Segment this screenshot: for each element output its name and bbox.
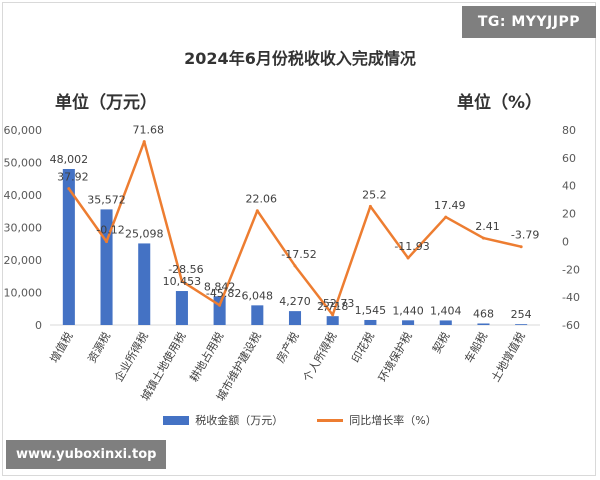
bar bbox=[364, 319, 377, 325]
legend-swatch-line bbox=[317, 418, 344, 422]
line-point bbox=[331, 313, 335, 317]
line-point bbox=[293, 264, 297, 268]
bar bbox=[62, 168, 75, 325]
bar-data-label: 1,545 bbox=[355, 304, 387, 317]
right-axis-unit: 单位（%） bbox=[457, 93, 543, 113]
line-data-label: -45.82 bbox=[206, 287, 241, 300]
line-point bbox=[105, 240, 109, 244]
chart-title: 2024年6月份税收收入完成情况 bbox=[184, 49, 416, 68]
line-data-label: -0.12 bbox=[96, 224, 124, 237]
bar bbox=[515, 324, 528, 325]
bar-data-label: 25,098 bbox=[125, 227, 164, 240]
category-label: 房产税 bbox=[273, 330, 302, 366]
left-axis-tick: 40,000 bbox=[4, 189, 43, 202]
bar bbox=[288, 311, 302, 325]
line-point bbox=[67, 187, 71, 191]
category-label: 个人所得税 bbox=[300, 330, 340, 385]
left-axis-tick: 0 bbox=[35, 319, 42, 332]
right-axis-tick: 20 bbox=[562, 208, 576, 221]
line-point bbox=[406, 256, 410, 260]
line-data-label: -11.93 bbox=[394, 240, 429, 253]
legend-swatch-bar bbox=[163, 415, 190, 425]
category-label: 环境保护税 bbox=[375, 330, 415, 385]
watermark-top: TG: MYYJJPP bbox=[461, 6, 596, 38]
bar bbox=[439, 320, 452, 325]
bar bbox=[213, 296, 226, 325]
bar-data-label: 468 bbox=[473, 307, 494, 320]
bar bbox=[175, 291, 188, 325]
left-axis-tick: 30,000 bbox=[4, 222, 43, 235]
right-axis-tick: 0 bbox=[562, 235, 569, 248]
category-label: 土地增值税 bbox=[488, 330, 528, 385]
left-axis-unit: 单位（万元） bbox=[55, 93, 157, 113]
category-label: 车船税 bbox=[461, 330, 490, 366]
bar-data-label: 254 bbox=[511, 308, 532, 321]
chart-legend: 税收金额（万元） 同比增长率（%） bbox=[0, 412, 600, 428]
bar bbox=[402, 320, 415, 325]
category-label: 契税 bbox=[429, 330, 452, 356]
line-point bbox=[180, 279, 184, 283]
legend-label-growth: 同比增长率（%） bbox=[349, 414, 437, 427]
legend-label-amount: 税收金额（万元） bbox=[195, 414, 284, 427]
bar-data-label: 35,572 bbox=[87, 193, 126, 206]
line-data-label: 2.41 bbox=[475, 220, 500, 233]
legend-item-amount: 税收金额（万元） bbox=[163, 412, 283, 428]
bar-data-label: 10,453 bbox=[163, 275, 202, 288]
right-axis-tick: 60 bbox=[562, 152, 576, 165]
line-data-label: -3.79 bbox=[511, 229, 539, 242]
bar-data-label: 48,002 bbox=[50, 153, 89, 166]
category-label: 增值税 bbox=[47, 330, 76, 366]
left-axis-tick: 60,000 bbox=[4, 124, 43, 137]
bar-data-label: 1,440 bbox=[392, 304, 424, 317]
bar bbox=[251, 305, 264, 325]
bar-data-label: 8,842 bbox=[204, 280, 236, 293]
bar bbox=[138, 243, 151, 325]
left-axis-tick: 10,000 bbox=[4, 287, 43, 300]
bar bbox=[326, 316, 339, 325]
line-point bbox=[368, 204, 372, 208]
line-data-label: -52.73 bbox=[319, 297, 354, 310]
category-label: 印花税 bbox=[348, 330, 377, 366]
right-axis-tick: -40 bbox=[562, 291, 580, 304]
bar-data-label: 1,404 bbox=[430, 304, 462, 317]
right-axis-tick: 40 bbox=[562, 180, 576, 193]
line-point bbox=[444, 215, 448, 219]
line-data-label: -17.52 bbox=[281, 248, 316, 261]
bar bbox=[477, 323, 490, 325]
legend-item-growth: 同比增长率（%） bbox=[317, 412, 437, 428]
line-data-label: 22.06 bbox=[246, 193, 278, 206]
line-point bbox=[142, 140, 146, 144]
category-label: 资源税 bbox=[85, 330, 114, 366]
left-axis-tick: 20,000 bbox=[4, 254, 43, 267]
bar-data-label: 2,718 bbox=[317, 300, 349, 313]
line-point bbox=[255, 209, 259, 213]
category-label: 企业所得税 bbox=[111, 330, 151, 385]
right-axis-tick: -20 bbox=[562, 263, 580, 276]
bar-data-label: 6,048 bbox=[242, 289, 274, 302]
line-data-label: 17.49 bbox=[434, 199, 466, 212]
line-data-label: -28.56 bbox=[168, 263, 203, 276]
line-data-label: 37.92 bbox=[57, 171, 89, 184]
right-axis-tick: 80 bbox=[562, 124, 576, 137]
right-axis-tick: -60 bbox=[562, 319, 580, 332]
line-point bbox=[519, 245, 523, 249]
line-point bbox=[481, 236, 485, 240]
watermark-bottom: www.yuboxinxi.top bbox=[6, 440, 167, 469]
line-point bbox=[218, 303, 222, 307]
bar-data-label: 4,270 bbox=[279, 295, 311, 308]
category-label: 耕地占用税 bbox=[187, 330, 227, 385]
line-data-label: 25.2 bbox=[362, 188, 387, 201]
left-axis-tick: 50,000 bbox=[4, 157, 43, 170]
line-data-label: 71.68 bbox=[132, 124, 164, 137]
